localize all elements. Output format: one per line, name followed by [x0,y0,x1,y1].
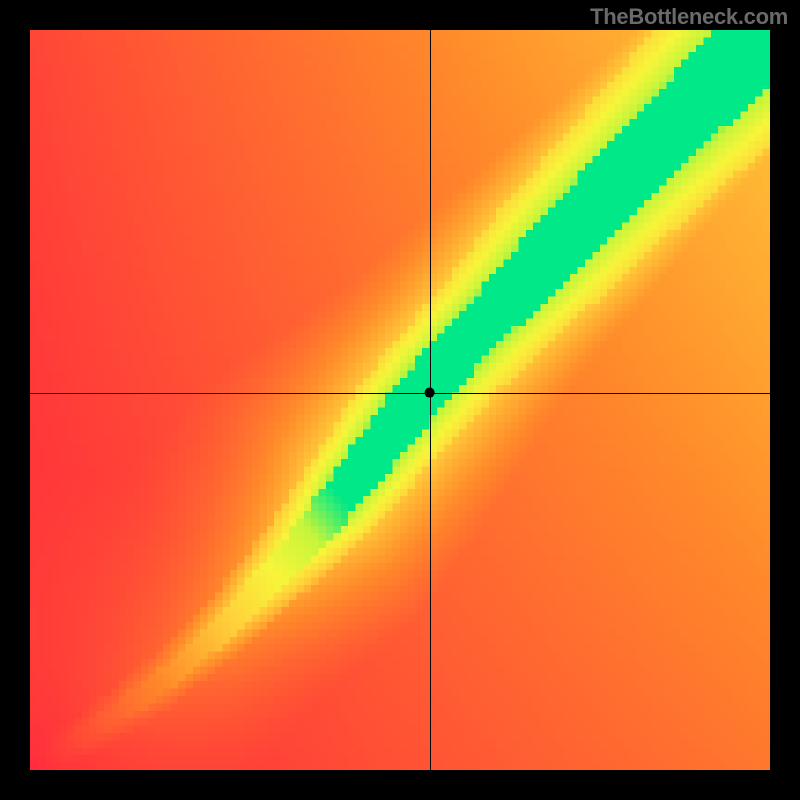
heatmap-plot-area [30,30,770,770]
chart-container: TheBottleneck.com [0,0,800,800]
attribution-text: TheBottleneck.com [590,4,788,30]
crosshair-overlay [30,30,770,770]
